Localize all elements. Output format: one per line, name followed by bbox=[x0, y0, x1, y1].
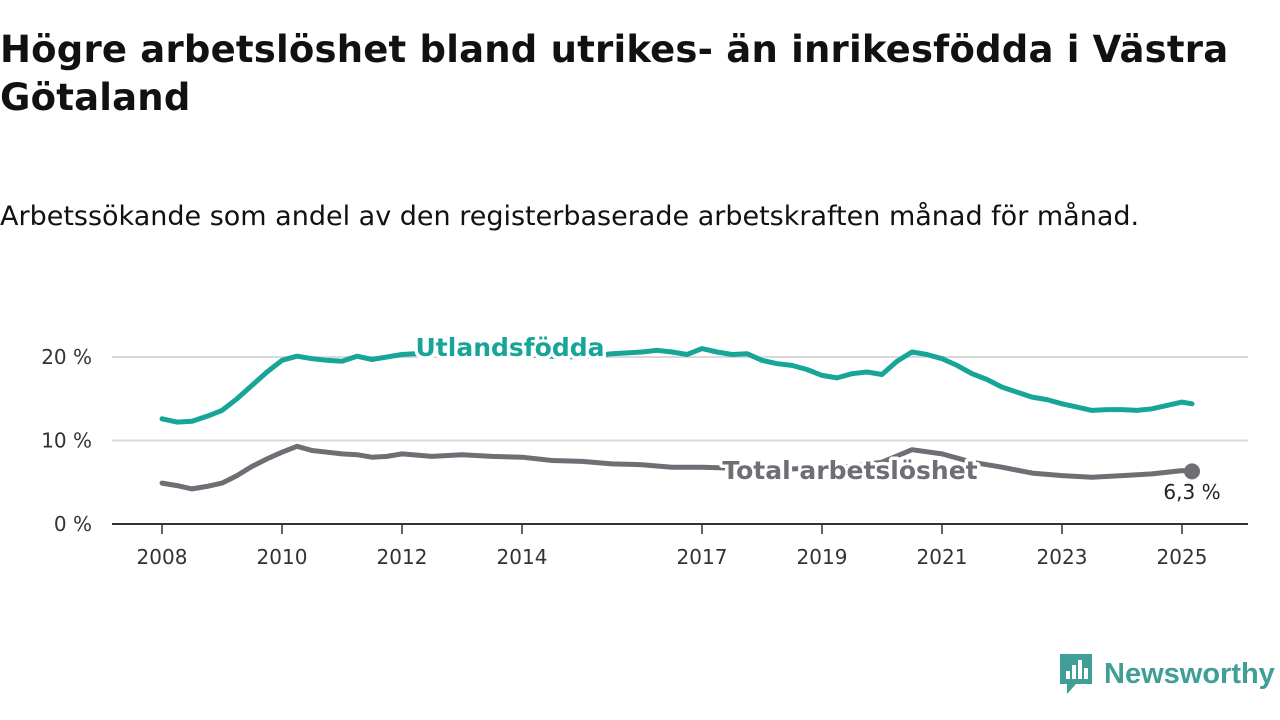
series-label-utlandsfodda: Utlandsfödda bbox=[416, 333, 605, 362]
y-tick-label: 10 % bbox=[41, 429, 92, 453]
brand-name: Newsworthy bbox=[1104, 657, 1275, 690]
x-tick-label: 2014 bbox=[497, 545, 548, 569]
series-label-total: Total arbetslöshet bbox=[722, 456, 977, 485]
x-tick-label: 2019 bbox=[797, 545, 848, 569]
x-tick-label: 2025 bbox=[1157, 545, 1208, 569]
y-axis: 0 % 10 % 20 % bbox=[41, 345, 92, 536]
x-tick-label: 2010 bbox=[257, 545, 308, 569]
series-lines bbox=[159, 346, 1195, 492]
chart-subtitle: Arbetssökande som andel av den registerb… bbox=[0, 201, 1140, 232]
y-tick-label: 0 % bbox=[54, 512, 92, 536]
x-tick-label: 2021 bbox=[917, 545, 968, 569]
y-tick-label: 20 % bbox=[41, 345, 92, 369]
end-point-marker bbox=[1184, 463, 1200, 480]
series-line-utlandsfodda bbox=[159, 346, 1195, 425]
series-line-total bbox=[159, 443, 1195, 492]
end-value-label: 6,3 % bbox=[1163, 480, 1220, 504]
x-tick-label: 2017 bbox=[677, 545, 728, 569]
newsworthy-logo-icon bbox=[1060, 654, 1092, 694]
series-labels: Utlandsfödda Total arbetslöshet 6,3 % bbox=[412, 330, 1221, 505]
x-axis: 2008 2010 2012 2014 2017 2019 2021 2023 2025 bbox=[112, 523, 1248, 569]
gridlines bbox=[112, 356, 1248, 442]
chart-title: Högre arbetslöshet bland utrikes- än inr… bbox=[0, 28, 1229, 119]
x-tick-label: 2008 bbox=[137, 545, 188, 569]
newsworthy-brand[interactable]: Newsworthy bbox=[1058, 652, 1275, 696]
x-tick-label: 2012 bbox=[377, 545, 428, 569]
x-tick-label: 2023 bbox=[1037, 545, 1088, 569]
